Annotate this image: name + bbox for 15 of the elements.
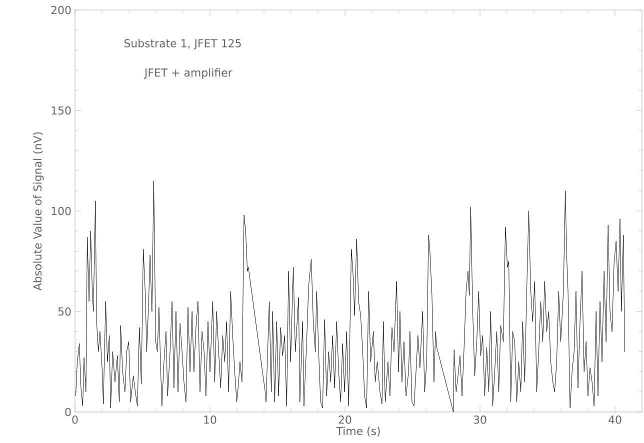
y-tick-label: 50 — [58, 307, 71, 316]
y-axis-title: Absolute Value of Signal (nV) — [33, 132, 44, 290]
x-tick-label: 10 — [204, 416, 216, 424]
x-tick-label: 40 — [608, 416, 622, 424]
y-tick-label: 200 — [51, 6, 71, 14]
annotation: Substrate 1, JFET 125 — [124, 38, 241, 50]
x-tick-label: 0 — [72, 416, 78, 424]
y-tick-label: 0 — [65, 408, 71, 416]
y-tick-label: 100 — [52, 206, 71, 216]
line-series — [75, 180, 625, 412]
y-tick-label: 150 — [52, 106, 71, 115]
x-axis-title: Time (s) — [336, 426, 380, 436]
annotation: JFET + amplifier — [144, 68, 232, 79]
x-tick-label: 30 — [474, 416, 486, 424]
x-tick-label: 20 — [338, 416, 352, 424]
